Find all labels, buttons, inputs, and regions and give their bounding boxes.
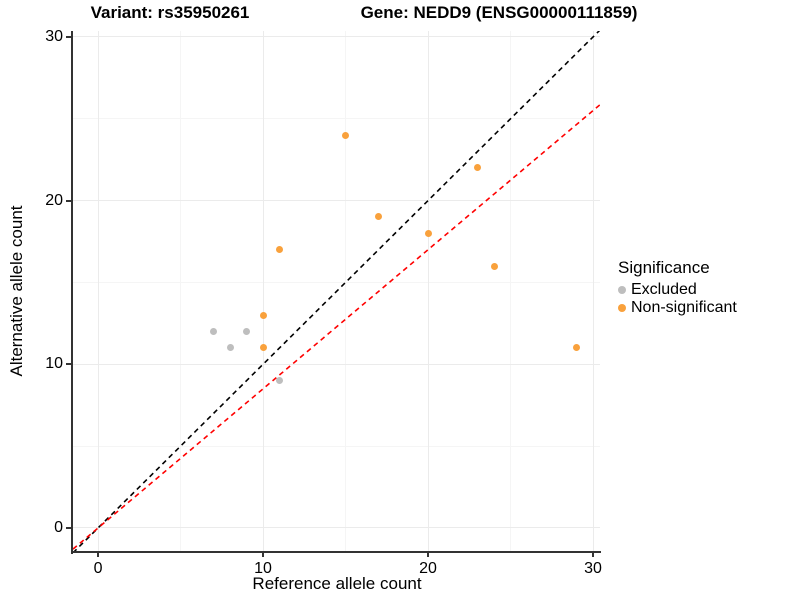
x-major-gridline — [427, 31, 429, 552]
x-major-gridline — [97, 31, 99, 552]
data-point — [573, 344, 581, 352]
y-tick-label: 20 — [45, 191, 63, 209]
y-tick — [66, 199, 71, 202]
y-tick — [66, 363, 71, 366]
data-point — [375, 213, 383, 221]
data-point — [474, 164, 482, 172]
legend-dot — [618, 286, 626, 294]
y-minor-gridline — [73, 281, 600, 283]
x-tick-label: 20 — [419, 560, 437, 577]
x-major-gridline — [592, 31, 594, 552]
x-minor-gridline — [180, 31, 182, 552]
data-point — [276, 246, 284, 254]
legend-item: Excluded — [618, 281, 737, 299]
legend-item-label: Non-significant — [631, 299, 737, 316]
data-point — [276, 377, 284, 385]
legend: Significance Excluded Non-significant — [618, 258, 737, 317]
y-tick — [66, 526, 71, 529]
y-major-gridline — [73, 527, 600, 529]
identity-line — [73, 31, 600, 552]
legend-dot — [618, 304, 626, 312]
x-minor-gridline — [510, 31, 512, 552]
data-point — [210, 328, 218, 336]
x-axis-line — [71, 551, 601, 553]
data-point — [424, 229, 432, 237]
x-tick-label: 30 — [584, 560, 602, 577]
data-point — [490, 262, 498, 270]
variant-title: Variant: rs35950261 — [90, 3, 250, 22]
legend-item: Non-significant — [618, 299, 737, 317]
x-major-gridline — [262, 31, 264, 552]
y-tick-label: 30 — [45, 27, 63, 45]
x-tick — [427, 552, 430, 557]
x-tick — [262, 552, 265, 557]
y-major-gridline — [73, 36, 600, 38]
reference-lines — [73, 31, 600, 552]
y-axis-label: Alternative allele count — [7, 205, 26, 377]
fit-line — [73, 104, 600, 550]
y-axis-line — [71, 31, 73, 554]
y-major-gridline — [73, 363, 600, 365]
data-point — [243, 328, 251, 336]
data-point — [342, 131, 350, 139]
y-tick-label: 10 — [45, 355, 63, 373]
y-minor-gridline — [73, 118, 600, 120]
x-tick-label: 0 — [93, 560, 103, 577]
x-axis-label: Reference allele count — [252, 574, 422, 593]
data-point — [259, 344, 267, 352]
x-minor-gridline — [345, 31, 347, 552]
y-tick-label: 0 — [54, 518, 63, 536]
data-point — [259, 311, 267, 319]
x-tick — [97, 552, 100, 557]
x-tick-label: 10 — [254, 560, 272, 577]
legend-item-label: Excluded — [631, 281, 697, 298]
x-tick — [592, 552, 595, 557]
y-minor-gridline — [73, 445, 600, 447]
legend-title: Significance — [618, 258, 710, 277]
data-point — [226, 344, 234, 352]
y-tick — [66, 35, 71, 38]
plot-panel: 0 10 20 30 0 10 20 30 — [45, 28, 602, 577]
y-major-gridline — [73, 200, 600, 202]
gene-title: Gene: NEDD9 (ENSG00000111859) — [360, 3, 638, 22]
